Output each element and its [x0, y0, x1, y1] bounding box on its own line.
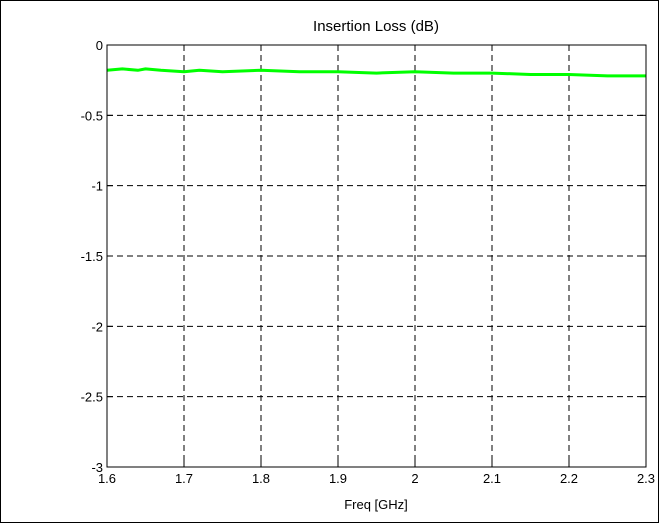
axis-ticks: 1.6 1.7 1.8 1.9 2 2.1 2.2 2.3 0 -0.5 -1 -1.5 -2 -2.5 -…: [81, 38, 655, 486]
grid-lines: [107, 45, 646, 467]
y-tick-label: -2: [91, 319, 103, 334]
y-tick-label: -3: [91, 460, 103, 475]
x-tick-label: 2.3: [637, 471, 655, 486]
x-axis-label: Freq [GHz]: [344, 497, 408, 512]
x-tick-label: 2.1: [483, 471, 501, 486]
x-tick-label: 2.2: [560, 471, 578, 486]
x-tick-label: 1.8: [252, 471, 270, 486]
series-layer: [106, 67, 646, 78]
x-tick-label: 2: [411, 471, 418, 486]
y-tick-label: -1.5: [81, 249, 103, 264]
series-line: [106, 67, 646, 78]
chart-title: Insertion Loss (dB): [313, 18, 439, 35]
x-tick-label: 1.6: [98, 471, 116, 486]
plot-background: [107, 45, 646, 467]
y-tick-label: -1: [91, 179, 103, 194]
x-tick-label: 1.7: [175, 471, 193, 486]
y-tick-label: 0: [96, 38, 103, 53]
y-tick-label: -2.5: [81, 390, 103, 405]
y-tick-label: -0.5: [81, 108, 103, 123]
x-tick-label: 1.9: [329, 471, 347, 486]
